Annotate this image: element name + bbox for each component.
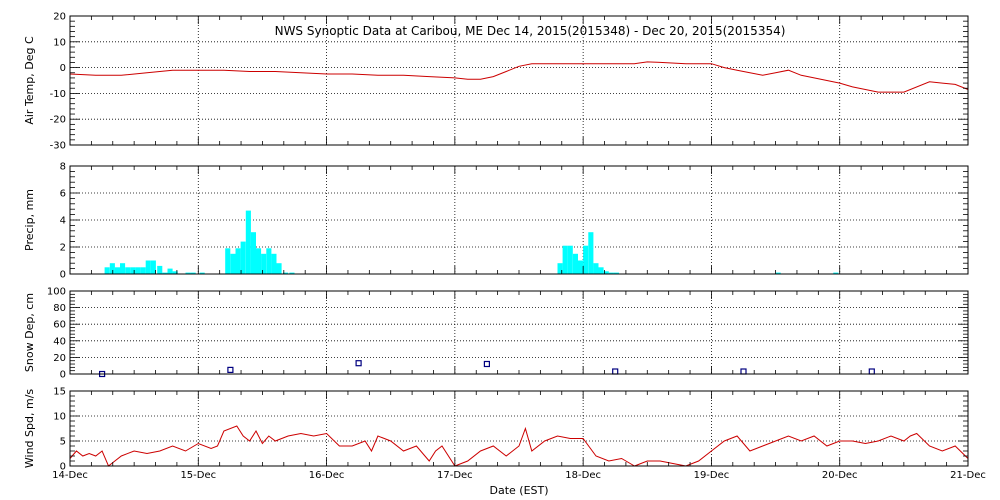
snow-depth-point xyxy=(868,368,875,375)
precip-bar xyxy=(271,253,277,275)
precip-bar xyxy=(114,267,120,275)
y-tick-label: 20 xyxy=(53,12,66,23)
precip-bar xyxy=(150,260,156,274)
y-tick-label: 10 xyxy=(53,37,66,48)
precip-bar xyxy=(775,272,781,274)
panel-frame xyxy=(69,290,969,375)
precip-bar xyxy=(157,265,163,274)
precip-bar xyxy=(562,245,568,274)
panel-frame xyxy=(69,390,969,467)
y-axis-label: Wind Spd, m/s xyxy=(23,389,36,469)
y-tick-label: 100 xyxy=(47,287,66,298)
y-tick-label: 10 xyxy=(53,412,66,423)
precip-bar xyxy=(104,267,110,275)
precip-bar xyxy=(593,263,599,274)
panel-2: 0 20 40 60 80 100 Snow Dep, cm xyxy=(23,287,969,381)
y-tick-label: -10 xyxy=(50,89,66,100)
precip-bar xyxy=(130,267,136,275)
y-tick-label: 0 xyxy=(60,270,66,281)
panels-group: -30 -20 -10 0 10 20 Air Temp, Deg C 0 2 4 6 8 Precip… xyxy=(23,12,969,473)
y-tick-label: 0 xyxy=(60,63,66,74)
precip-bar xyxy=(598,267,604,275)
precip-bar xyxy=(190,272,196,274)
precip-bar xyxy=(120,263,126,274)
series-line xyxy=(69,425,969,467)
snow-depth-point xyxy=(355,360,362,367)
precip-bar xyxy=(199,272,205,274)
precip-bar xyxy=(578,260,584,274)
precip-bar xyxy=(289,272,295,274)
y-tick-label: 20 xyxy=(53,353,66,364)
y-tick-label: 0 xyxy=(60,370,66,381)
y-tick-label: -30 xyxy=(50,141,66,152)
y-tick-label: 4 xyxy=(60,216,66,227)
x-tick-label: 18-Dec xyxy=(565,470,601,481)
precip-bar xyxy=(140,267,146,275)
precip-bar xyxy=(833,272,839,274)
precip-bar xyxy=(235,248,241,274)
series-line xyxy=(69,61,969,93)
x-tick-label: 16-Dec xyxy=(309,470,345,481)
precip-bar xyxy=(583,245,589,274)
precip-bar xyxy=(167,268,173,274)
x-tick-label: 17-Dec xyxy=(437,470,473,481)
chart-title: NWS Synoptic Data at Caribou, ME Dec 14,… xyxy=(275,24,786,38)
panel-frame xyxy=(69,165,969,275)
precip-bar xyxy=(125,267,131,275)
precip-bar xyxy=(261,253,267,275)
y-axis-label: Snow Dep, cm xyxy=(23,293,36,372)
snow-depth-point xyxy=(612,368,619,375)
precip-bar xyxy=(603,271,609,274)
precip-bar xyxy=(276,263,282,274)
y-axis-label: Precip, mm xyxy=(23,189,36,251)
y-tick-label: 2 xyxy=(60,243,66,254)
precip-bar xyxy=(572,253,578,275)
x-tick-label: 19-Dec xyxy=(694,470,730,481)
x-tick-label: 20-Dec xyxy=(822,470,858,481)
snow-depth-point xyxy=(483,360,490,368)
precip-bar xyxy=(608,272,614,274)
precip-bar xyxy=(613,272,619,274)
precip-bar xyxy=(557,263,563,274)
precip-bar xyxy=(256,248,262,274)
x-tick-label: 14-Dec xyxy=(52,470,88,481)
precip-bar xyxy=(250,232,256,274)
precip-bar xyxy=(172,271,178,274)
panel-3: 0 5 10 15 Wind Spd, m/s xyxy=(23,387,969,473)
precip-bar xyxy=(162,272,168,274)
x-tick-labels: 14-Dec 15-Dec 16-Dec 17-Dec 18-Dec 19-Dec 20-D… xyxy=(52,470,986,481)
y-tick-label: 40 xyxy=(53,336,66,347)
precip-bar xyxy=(109,263,115,274)
y-tick-label: 80 xyxy=(53,303,66,314)
precip-bar xyxy=(230,253,236,275)
precip-bar xyxy=(245,210,251,274)
y-axis-label: Air Temp, Deg C xyxy=(23,36,36,125)
x-tick-label: 21-Dec xyxy=(950,470,986,481)
snow-depth-point xyxy=(740,368,747,375)
y-tick-label: 15 xyxy=(53,387,66,398)
panel-1: 0 2 4 6 8 Precip, mm xyxy=(23,162,969,281)
precip-bar xyxy=(266,248,272,274)
x-tick-label: 15-Dec xyxy=(180,470,216,481)
precip-bar xyxy=(135,267,141,275)
precip-bar xyxy=(283,272,289,274)
precip-bar xyxy=(185,272,191,274)
precip-bar xyxy=(225,248,231,274)
y-tick-label: 5 xyxy=(60,437,66,448)
y-tick-label: 60 xyxy=(53,320,66,331)
y-tick-label: -20 xyxy=(50,115,66,126)
precip-bar xyxy=(240,241,246,274)
precip-bar xyxy=(145,260,151,274)
panel-0: -30 -20 -10 0 10 20 Air Temp, Deg C xyxy=(23,12,969,152)
y-tick-label: 6 xyxy=(60,189,66,200)
y-tick-label: 0 xyxy=(60,462,66,473)
precip-bar xyxy=(567,245,573,274)
y-tick-label: 8 xyxy=(60,162,66,173)
precip-bar xyxy=(588,232,594,274)
x-axis-label: Date (EST) xyxy=(489,484,548,497)
snow-depth-point xyxy=(227,366,234,373)
